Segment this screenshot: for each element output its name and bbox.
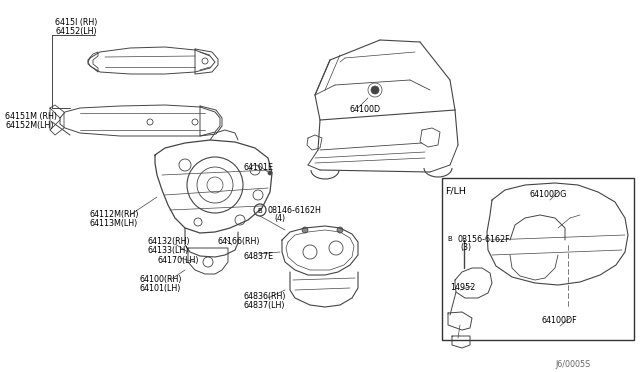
Text: 64100DG: 64100DG [530, 190, 568, 199]
Text: 08156-6162F: 08156-6162F [457, 235, 509, 244]
Text: 64837(LH): 64837(LH) [244, 301, 285, 310]
Text: 64101E: 64101E [243, 163, 273, 172]
Text: 64113M(LH): 64113M(LH) [90, 219, 138, 228]
Circle shape [268, 171, 272, 175]
Text: 64166(RH): 64166(RH) [218, 237, 260, 246]
Text: 64151M (RH): 64151M (RH) [5, 112, 57, 121]
Text: 64100(RH): 64100(RH) [140, 275, 182, 284]
Text: (4): (4) [274, 214, 285, 223]
Text: B: B [258, 208, 262, 214]
Circle shape [371, 86, 379, 94]
Circle shape [548, 199, 552, 202]
Text: 64152(LH): 64152(LH) [55, 27, 97, 36]
Text: 64112M(RH): 64112M(RH) [90, 210, 140, 219]
Text: (3): (3) [460, 243, 471, 252]
Text: 64100D: 64100D [350, 105, 381, 114]
Text: J6/0005S: J6/0005S [555, 360, 590, 369]
Circle shape [559, 324, 561, 327]
Text: 14952: 14952 [450, 283, 476, 292]
Circle shape [302, 227, 308, 233]
Text: 64100DF: 64100DF [542, 316, 578, 325]
Text: 64132(RH): 64132(RH) [148, 237, 191, 246]
Text: 64836(RH): 64836(RH) [244, 292, 287, 301]
Text: B: B [447, 236, 452, 242]
Text: 08146-6162H: 08146-6162H [268, 206, 322, 215]
Bar [442, 178, 634, 340]
Text: 64152M(LH): 64152M(LH) [5, 121, 54, 130]
Circle shape [337, 227, 343, 233]
Text: 64101(LH): 64101(LH) [140, 284, 181, 293]
Text: 6415I (RH): 6415I (RH) [55, 18, 97, 27]
Text: 64170(LH): 64170(LH) [158, 256, 200, 265]
Text: F/LH: F/LH [445, 186, 466, 195]
Text: 64837E: 64837E [243, 252, 273, 261]
Text: 64133(LH): 64133(LH) [148, 246, 189, 255]
Bar [460, 248, 468, 258]
